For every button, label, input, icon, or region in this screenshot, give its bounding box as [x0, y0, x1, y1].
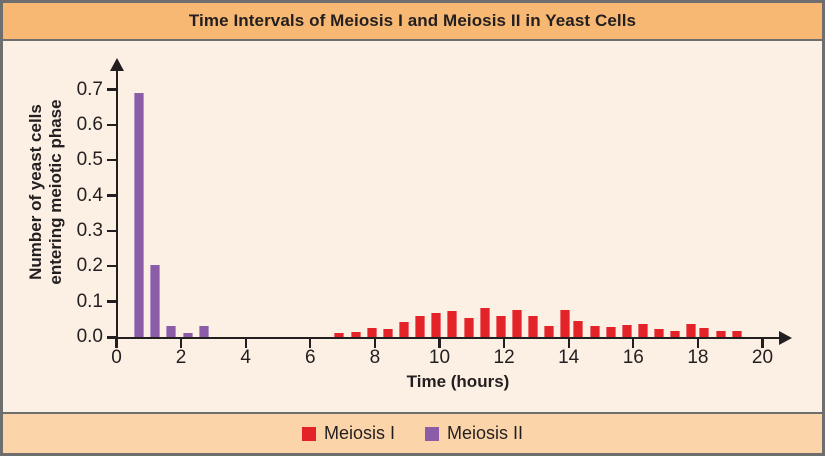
- x-tick: [309, 339, 312, 348]
- bar-meiosis-i: [431, 312, 442, 337]
- x-tick-label: 4: [240, 347, 251, 368]
- x-tick-label: 8: [369, 347, 381, 368]
- bar-meiosis-i: [670, 330, 681, 337]
- bar-meiosis-i: [605, 327, 616, 337]
- y-tick-label: 0.6: [76, 113, 103, 135]
- x-tick: [696, 339, 700, 348]
- x-tick-label: 12: [493, 347, 515, 368]
- x-tick-label: 18: [687, 347, 709, 368]
- x-tick: [244, 339, 247, 348]
- bar-meiosis-i: [560, 310, 571, 337]
- bar-meiosis-i: [415, 315, 426, 337]
- bar-meiosis-ii: [150, 264, 161, 337]
- y-tick-label: 0.1: [76, 290, 103, 312]
- x-tick: [567, 339, 570, 348]
- x-tick: [115, 339, 118, 348]
- x-axis-title: Time (hours): [406, 372, 510, 391]
- y-tick: [107, 229, 117, 233]
- bar-meiosis-i: [621, 324, 632, 337]
- bar-meiosis-i: [334, 333, 345, 337]
- bar-meiosis-ii: [198, 326, 209, 337]
- y-tick-label: 0.2: [76, 255, 103, 277]
- y-tick-label: 0.3: [76, 219, 103, 241]
- y-tick: [107, 265, 117, 268]
- bar-meiosis-i: [544, 326, 555, 337]
- y-tick: [107, 335, 117, 339]
- bar-meiosis-i: [382, 329, 393, 337]
- bar-meiosis-i: [654, 328, 665, 337]
- x-tick-label: 2: [175, 347, 187, 368]
- x-tick: [373, 339, 377, 348]
- y-tick: [107, 123, 117, 127]
- x-tick: [179, 339, 183, 348]
- x-axis-line: [107, 336, 787, 340]
- bar-meiosis-i: [528, 315, 539, 337]
- bar-meiosis-i: [573, 321, 584, 337]
- y-tick: [107, 194, 117, 197]
- x-tick-label: 10: [428, 347, 451, 368]
- legend-label-meiosis-ii: Meiosis II: [446, 423, 524, 443]
- bar-meiosis-i: [731, 330, 742, 337]
- bar-meiosis-i: [495, 315, 506, 337]
- y-axis-line: [115, 66, 119, 339]
- x-tick-label: 0: [111, 347, 122, 368]
- x-axis-arrow-icon: [779, 331, 792, 345]
- bar-meiosis-i: [715, 330, 726, 337]
- x-tick-label: 16: [622, 347, 644, 368]
- y-tick-label: 0.0: [76, 326, 103, 347]
- bar-meiosis-i: [479, 308, 490, 337]
- x-tick: [761, 339, 764, 348]
- bar-meiosis-i: [699, 328, 710, 337]
- meiosis-ii-swatch-icon: [424, 426, 439, 441]
- bar-meiosis-i: [637, 323, 648, 337]
- bar-meiosis-ii: [166, 326, 177, 337]
- x-tick-label: 14: [558, 347, 580, 368]
- y-tick-label: 0.7: [76, 78, 103, 100]
- y-tick: [107, 159, 117, 162]
- meiosis-i-swatch-icon: [301, 426, 316, 441]
- bar-meiosis-i: [398, 322, 409, 337]
- y-tick: [107, 88, 117, 91]
- bar-meiosis-i: [686, 323, 697, 337]
- figure-title-bar: Time Intervals of Meiosis I and Meiosis …: [3, 3, 822, 41]
- bar-meiosis-ii: [182, 333, 193, 337]
- legend-item-meiosis-ii: Meiosis II: [424, 423, 524, 444]
- y-tick-label: 0.4: [76, 184, 103, 206]
- bar-meiosis-i: [512, 310, 523, 337]
- legend-item-meiosis-i: Meiosis I: [301, 423, 395, 444]
- bar-meiosis-i: [589, 326, 600, 337]
- y-axis-title-line-1: Number of yeast cells: [26, 104, 45, 280]
- bar-meiosis-i: [366, 328, 377, 337]
- bar-meiosis-i: [447, 311, 458, 337]
- legend: Meiosis I Meiosis II: [3, 412, 822, 453]
- x-tick-label: 20: [751, 347, 774, 368]
- x-tick: [632, 339, 635, 348]
- bar-meiosis-i: [463, 317, 474, 337]
- x-tick: [438, 339, 441, 348]
- bar-meiosis-i: [350, 332, 361, 337]
- y-tick-label: 0.5: [76, 149, 103, 171]
- x-tick: [502, 339, 506, 348]
- y-axis-arrow-icon: [110, 58, 124, 71]
- bar-meiosis-ii: [134, 93, 145, 337]
- y-tick: [107, 300, 117, 303]
- legend-label-meiosis-i: Meiosis I: [323, 423, 395, 443]
- x-tick-label: 6: [305, 347, 316, 368]
- figure-title: Time Intervals of Meiosis I and Meiosis …: [188, 11, 637, 30]
